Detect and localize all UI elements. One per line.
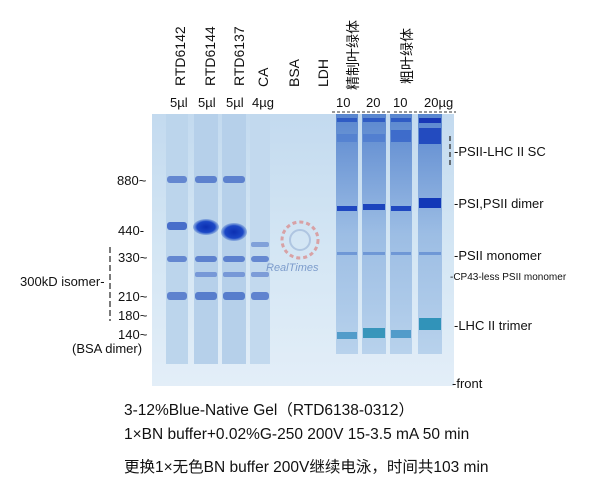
sc-bracket [449, 136, 451, 166]
caption-line-2: 1×BN buffer+0.02%G-250 200V 15-3.5 mA 50… [124, 426, 470, 443]
lane-label-bsa: BSA [286, 58, 302, 87]
caption-line-3: 更换1×无色BN buffer 200V继续电泳，时间共103 min [124, 459, 489, 476]
lane-streak [418, 114, 442, 354]
gel-image [152, 114, 454, 386]
lane-streak [336, 114, 358, 354]
amount-label-crude-10: 10 [393, 95, 408, 110]
realtimes-watermark-logo [280, 220, 320, 260]
volume-label-lane4: 4µg [252, 95, 274, 110]
mw-label-140: 140~ [118, 327, 148, 342]
volume-label-lane3: 5µl [226, 95, 244, 110]
amount-label-refined-20: 20 [366, 95, 381, 110]
mw-label-880: 880~ [117, 173, 147, 188]
bsa-dimer-label: (BSA dimer) [72, 341, 143, 356]
band-label-psii-lhc-sc: -PSII-LHC II SC [454, 144, 546, 159]
mw-label-180: 180~ [118, 308, 148, 323]
lane-label-rtd6142: RTD6142 [172, 26, 188, 86]
lane-label-ldh: LDH [315, 58, 331, 87]
big-band-lane3 [221, 223, 247, 241]
lane-label-crude-chloroplast: 粗叶绿体 [399, 28, 415, 84]
band-label-psii-monomer: -PSII monomer [454, 248, 542, 263]
lane-streak [166, 114, 188, 364]
chloroplast-bands [337, 118, 441, 339]
band-label-cp43-less-psii: -CP43-less PSII monomer [450, 272, 567, 283]
band-label-front: -front [452, 376, 483, 391]
volume-label-lane2: 5µl [198, 95, 216, 110]
isomer-bracket [109, 247, 111, 321]
amount-label-refined-10: 10 [336, 95, 351, 110]
lane-streak [362, 114, 386, 354]
lane-label-rtd6144: RTD6144 [202, 26, 218, 86]
group-brackets [332, 111, 456, 113]
lane-streak [194, 114, 218, 364]
big-band-lane2 [193, 219, 219, 235]
mw-label-440: 440- [118, 223, 145, 238]
amount-label-crude-20: 20µg [424, 95, 454, 110]
band-label-psi-psii-dimer: -PSI,PSII dimer [454, 196, 544, 211]
lane-label-rtd6137: RTD6137 [231, 26, 247, 86]
volume-label-lane1: 5µl [170, 95, 188, 110]
isomer-300kd-label: 300kD isomer- [20, 274, 105, 289]
lane-label-ca: CA [255, 67, 271, 87]
marker-bands [167, 176, 269, 300]
band-label-lhc-trimer: -LHC II trimer [454, 318, 532, 333]
watermark-text: RealTimes [266, 262, 319, 274]
lane-streak [250, 114, 270, 364]
mw-label-210: 210~ [118, 289, 148, 304]
mw-label-330: 330~ [118, 250, 148, 265]
lane-label-refined-chloroplast: 精制叶绿体 [345, 20, 361, 90]
marker-band [167, 222, 187, 230]
caption-line-1: 3-12%Blue-Native Gel（RTD6138-0312） [124, 402, 415, 419]
lane-streak [390, 114, 412, 354]
